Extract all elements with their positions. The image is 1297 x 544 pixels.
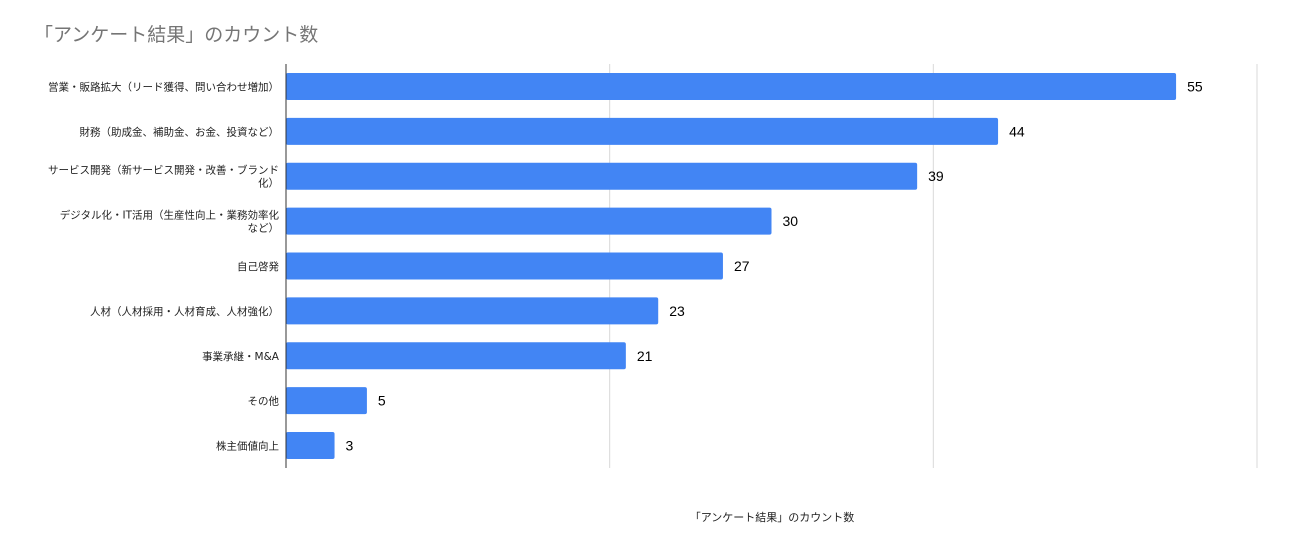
bar	[286, 387, 367, 415]
bar-value-label: 21	[637, 348, 653, 364]
bar-value-label: 55	[1187, 78, 1203, 94]
bar	[286, 117, 999, 145]
category-label: 営業・販路拡大（リード獲得、問い合わせ増加）	[48, 80, 279, 93]
bar-value-label: 23	[669, 303, 685, 319]
bar-value-label: 30	[783, 213, 799, 229]
chart-title: 「アンケート結果」のカウント数	[34, 24, 319, 46]
bar-value-label: 27	[734, 258, 750, 274]
category-label: 人材（人材採用・人材育成、人材強化）	[90, 305, 279, 318]
bar	[286, 342, 626, 370]
bar-value-label: 44	[1009, 123, 1025, 139]
bar	[286, 297, 659, 325]
bar-value-label: 3	[346, 438, 354, 454]
category-label: 事業承継・M&A	[202, 350, 280, 363]
category-label: デジタル化・IT活用（生産性向上・業務効率化など）	[60, 209, 280, 235]
bar-value-label: 5	[378, 393, 386, 409]
category-label: 財務（助成金、補助金、お金、投資など）	[80, 125, 280, 138]
bar	[286, 72, 1177, 100]
category-label: 自己啓発	[237, 260, 279, 273]
category-label: サービス開発（新サービス開発・改善・ブランド化）	[48, 164, 279, 190]
category-label: その他	[248, 395, 280, 408]
bar	[286, 162, 918, 190]
bar	[286, 432, 335, 460]
category-label: 株主価値向上	[216, 440, 279, 453]
bar	[286, 252, 723, 280]
bar	[286, 207, 772, 235]
bar-value-label: 39	[928, 168, 944, 184]
x-axis-title: 「アンケート結果」のカウント数	[689, 511, 855, 524]
